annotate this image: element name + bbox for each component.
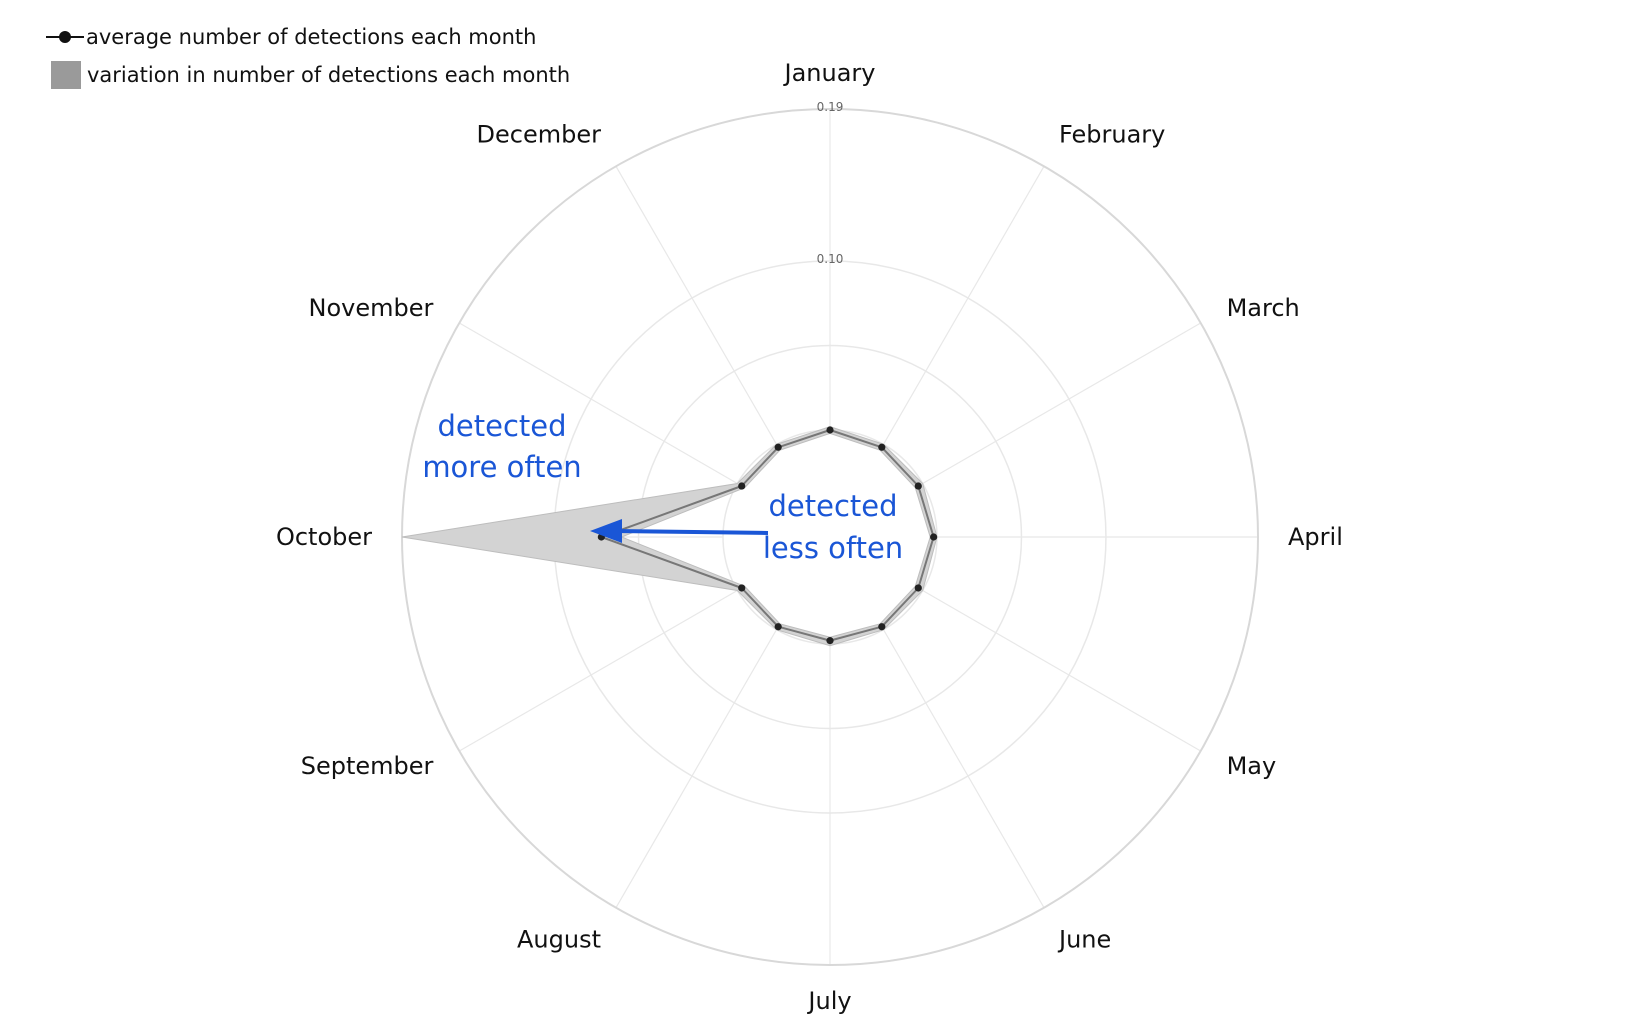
point-december bbox=[774, 443, 782, 451]
month-label-march: March bbox=[1227, 294, 1300, 322]
point-may bbox=[914, 584, 922, 592]
legend: average number of detections each month … bbox=[44, 18, 570, 94]
annotation-less-often-line2: less often bbox=[763, 531, 903, 565]
point-april bbox=[930, 533, 938, 541]
legend-variation-label: variation in number of detections each m… bbox=[87, 63, 571, 87]
month-label-june: June bbox=[1057, 926, 1111, 954]
month-label-april: April bbox=[1288, 523, 1343, 551]
annotation-less-often-line1: detected bbox=[768, 489, 897, 523]
point-july bbox=[826, 637, 834, 645]
radial-tick-label: 0.19 bbox=[817, 100, 844, 114]
month-label-january: January bbox=[783, 59, 876, 87]
annotation-arrow-head bbox=[590, 519, 622, 543]
spoke-august bbox=[615, 629, 778, 908]
point-june bbox=[878, 623, 886, 631]
month-label-november: November bbox=[309, 294, 434, 322]
annotation-more-often-line2: more often bbox=[422, 450, 581, 484]
month-label-december: December bbox=[477, 120, 602, 148]
month-label-october: October bbox=[276, 523, 372, 551]
grid-ring bbox=[637, 344, 1023, 730]
point-november bbox=[738, 482, 746, 490]
band-swatch-icon bbox=[51, 61, 81, 89]
point-january bbox=[826, 426, 834, 434]
line-marker-icon bbox=[44, 27, 86, 47]
month-label-may: May bbox=[1227, 752, 1277, 780]
month-label-february: February bbox=[1059, 120, 1165, 148]
legend-item-average: average number of detections each month bbox=[44, 18, 570, 56]
spoke-september bbox=[459, 589, 738, 752]
grid bbox=[401, 108, 1259, 966]
month-labels: January February March April May June July Augu… bbox=[276, 59, 1343, 1015]
point-march bbox=[914, 482, 922, 490]
spoke-november bbox=[459, 322, 738, 485]
annotation-arrow-shaft bbox=[611, 529, 769, 535]
spoke-february bbox=[882, 166, 1045, 445]
spoke-may bbox=[922, 589, 1201, 752]
point-february bbox=[878, 443, 886, 451]
legend-item-variation: variation in number of detections each m… bbox=[44, 56, 570, 94]
point-august bbox=[774, 623, 782, 631]
spoke-march bbox=[922, 322, 1201, 485]
spoke-december bbox=[615, 166, 778, 445]
radial-tick-label: 0.10 bbox=[817, 252, 844, 266]
legend-average-label: average number of detections each month bbox=[86, 25, 537, 49]
annotation-more-often-line1: detected bbox=[437, 409, 566, 443]
average-series bbox=[597, 426, 938, 645]
month-label-august: August bbox=[517, 926, 601, 954]
point-september bbox=[738, 584, 746, 592]
month-label-july: July bbox=[806, 987, 851, 1015]
spoke-june bbox=[882, 629, 1045, 908]
month-label-september: September bbox=[301, 752, 434, 780]
radial-tick-labels: 0.10 0.19 bbox=[817, 100, 844, 266]
annotations: detected more often detected less often bbox=[422, 409, 903, 565]
